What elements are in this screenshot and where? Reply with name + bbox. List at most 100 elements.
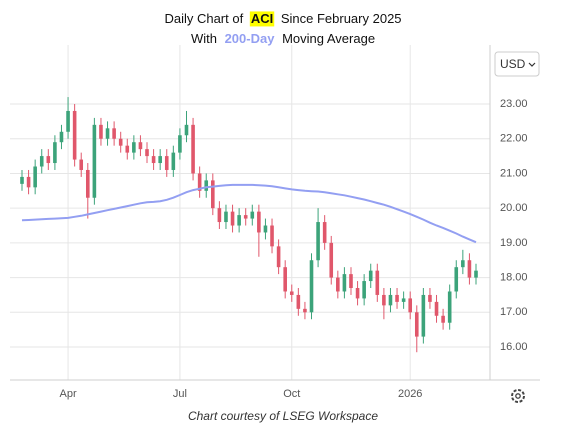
gear-center[interactable]	[515, 393, 521, 399]
candle-body	[85, 169, 90, 198]
y-tick-label: 21.00	[500, 167, 528, 179]
candle-body	[217, 208, 222, 223]
candle-body	[138, 142, 143, 150]
candle-body	[336, 277, 340, 292]
candle-body	[368, 270, 373, 282]
y-tick-label: 20.00	[500, 202, 528, 214]
candle-body	[211, 180, 215, 209]
candle-body	[112, 128, 116, 139]
title-text: Since February 2025	[281, 11, 402, 26]
candle-body	[428, 294, 432, 302]
y-tick-label: 18.00	[500, 271, 528, 283]
title-line-1: Daily Chart of ACI Since February 2025	[164, 11, 401, 26]
candle-body	[72, 110, 77, 160]
candle-body	[441, 315, 445, 323]
candle-body	[20, 176, 24, 184]
candle-body	[39, 156, 44, 167]
candle-body	[375, 270, 380, 295]
candle-body	[322, 222, 327, 243]
candle-body	[164, 156, 169, 170]
candle-body	[408, 298, 413, 313]
candle-body	[151, 156, 156, 164]
candle-body	[184, 124, 189, 136]
candle-body	[66, 110, 70, 132]
candle-body	[289, 291, 294, 295]
candle-body	[474, 270, 478, 278]
candle-body	[454, 267, 459, 292]
candle-body	[461, 260, 465, 268]
candle-body	[329, 242, 334, 278]
candle-body	[263, 225, 268, 233]
candle-body	[434, 301, 439, 316]
currency-label[interactable]: USD	[500, 57, 526, 71]
candle-body	[355, 288, 360, 299]
title-text: Moving Average	[282, 31, 375, 46]
candle-body	[309, 260, 314, 313]
x-tick-label: Jul	[173, 388, 187, 400]
candle-body	[388, 294, 393, 306]
candle-body	[303, 308, 307, 313]
y-tick-label: 16.00	[500, 341, 528, 353]
candle-body	[342, 274, 347, 292]
footer: Chart courtesy of LSEG Workspace	[188, 409, 378, 423]
settings-button[interactable]	[511, 389, 525, 403]
x-tick-label: Oct	[283, 388, 300, 400]
candle-body	[118, 138, 123, 146]
candle-body	[243, 215, 248, 219]
candle-body	[382, 294, 386, 306]
x-tick-label: 2026	[398, 388, 422, 400]
y-tick-label: 23.00	[500, 98, 528, 110]
title-line-2: With 200-Day Moving Average	[191, 31, 375, 46]
ticker: ACI	[251, 11, 273, 26]
title-text: With	[191, 31, 217, 46]
dropdown-icon[interactable]	[528, 62, 536, 67]
candle-body	[79, 159, 84, 170]
candle-body	[26, 176, 31, 188]
candle-body	[92, 124, 97, 198]
candle-body	[204, 180, 209, 191]
candle-body	[237, 215, 241, 226]
candle-body	[132, 142, 136, 153]
currency-button-box[interactable]	[494, 51, 540, 77]
candle-body	[125, 145, 130, 153]
candle-body	[197, 173, 202, 191]
candle-body	[270, 225, 274, 247]
plot	[20, 97, 478, 353]
ma-label: 200-Day	[225, 31, 276, 46]
candle-body	[362, 281, 366, 299]
candle-body	[395, 294, 399, 302]
candle-body	[447, 291, 452, 323]
ticker-highlight	[249, 11, 275, 27]
candle-body	[230, 211, 235, 226]
candle-body	[224, 211, 228, 223]
y-tick-label: 22.00	[500, 133, 528, 145]
candle-body	[145, 149, 149, 157]
candle-body	[283, 267, 287, 292]
candle-body	[158, 156, 162, 164]
candle-body	[349, 274, 353, 289]
currency-button[interactable]: USD	[494, 51, 540, 77]
x-tick-label: Apr	[59, 388, 76, 400]
candle-body	[191, 124, 195, 174]
candle-body	[171, 152, 176, 170]
candle-body	[178, 135, 182, 153]
candle-body	[421, 294, 426, 337]
gear-icon[interactable]	[511, 389, 525, 403]
moving-average-line	[21, 183, 477, 244]
candle-body	[414, 312, 419, 337]
candle-body	[401, 298, 406, 302]
candle-body	[46, 156, 51, 164]
candle-body	[467, 260, 472, 278]
y-tick-label: 19.00	[500, 237, 528, 249]
candle-body	[257, 211, 261, 233]
candle-body	[105, 128, 110, 139]
candle-body	[296, 294, 301, 309]
title-text: Daily Chart of	[164, 11, 243, 26]
y-tick-label: 17.00	[500, 306, 528, 318]
grid	[10, 45, 490, 380]
candle-body	[99, 124, 103, 139]
candle-body	[316, 222, 320, 261]
candle-body	[33, 166, 37, 188]
